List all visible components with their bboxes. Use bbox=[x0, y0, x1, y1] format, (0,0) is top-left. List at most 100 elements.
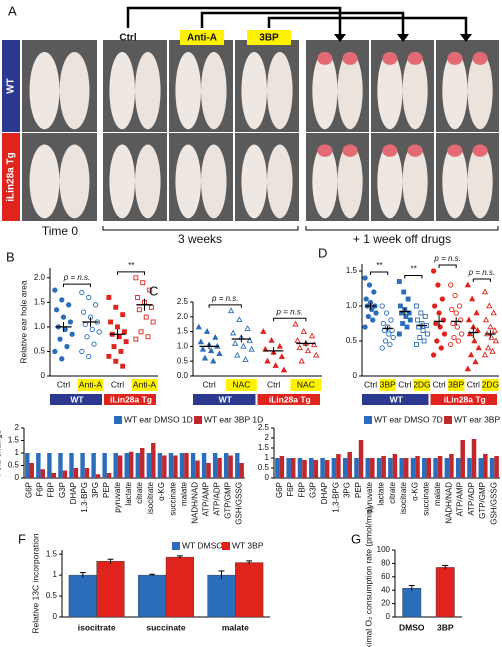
bar bbox=[190, 453, 196, 478]
y-tick-label: 1.5 bbox=[346, 266, 358, 275]
data-point bbox=[64, 343, 70, 350]
bar bbox=[239, 463, 244, 478]
y-tick-label: 1.5 bbox=[177, 327, 189, 336]
x-tick-label: isocitrate bbox=[146, 481, 155, 514]
x-tick-label: GTP/GMP bbox=[224, 482, 233, 519]
bar bbox=[336, 454, 341, 478]
panel-letter: G bbox=[351, 531, 361, 546]
bar bbox=[146, 453, 152, 478]
data-point bbox=[466, 330, 474, 337]
bar bbox=[157, 453, 163, 478]
mouse bbox=[377, 51, 403, 130]
data-point bbox=[475, 344, 482, 351]
y-tick-label: 60 bbox=[381, 572, 390, 581]
x-tick-label: Ctrl bbox=[57, 379, 70, 389]
bar bbox=[402, 587, 422, 618]
arrowhead bbox=[460, 34, 472, 42]
legend-label: WT ear DMSO 1D bbox=[124, 414, 193, 424]
bar bbox=[36, 453, 41, 478]
x-tick-label: DMSO bbox=[399, 622, 425, 632]
x-tick-label: NAC bbox=[297, 379, 315, 389]
y-tick-label: 1.0 bbox=[346, 301, 358, 310]
bar bbox=[342, 458, 348, 478]
bar bbox=[165, 556, 194, 618]
arrow bbox=[200, 11, 405, 36]
data-point bbox=[93, 302, 99, 308]
group-label: WT bbox=[390, 394, 404, 404]
x-tick-label: Ctrl bbox=[203, 379, 216, 389]
data-point bbox=[240, 342, 247, 349]
ear bbox=[342, 144, 358, 157]
bar bbox=[212, 453, 218, 478]
x-tick-label: 3BP bbox=[448, 379, 464, 389]
data-point bbox=[432, 303, 438, 309]
bar bbox=[483, 454, 488, 478]
y-tick-label: 1 bbox=[15, 448, 20, 457]
label-highlight bbox=[225, 379, 257, 391]
panel-letter: B bbox=[6, 249, 15, 264]
bar bbox=[437, 456, 443, 478]
data-point bbox=[454, 324, 460, 330]
data-point bbox=[485, 344, 492, 351]
label-highlight bbox=[247, 30, 291, 45]
y-tick-label: 1.0 bbox=[177, 342, 189, 351]
bar bbox=[410, 458, 416, 478]
data-point bbox=[113, 304, 119, 310]
x-tick-label: succinate bbox=[146, 622, 185, 632]
bar bbox=[113, 453, 118, 478]
y-tick-label: 0.5 bbox=[8, 461, 20, 470]
legend-swatch bbox=[172, 542, 180, 550]
data-point bbox=[387, 341, 393, 348]
x-tick-label: G6P bbox=[25, 482, 34, 498]
data-point bbox=[268, 336, 275, 343]
bar bbox=[478, 458, 484, 478]
y-axis-label: Maximal O₂ consumption rate (pmol/min) bbox=[363, 506, 373, 647]
data-point bbox=[203, 328, 211, 334]
y-axis-label: Fold change bbox=[0, 429, 2, 476]
data-point bbox=[229, 329, 237, 336]
mouse bbox=[175, 51, 201, 130]
bar bbox=[62, 470, 68, 478]
mouse bbox=[402, 144, 428, 219]
y-tick-label: 2.5 bbox=[177, 297, 189, 306]
data-point bbox=[120, 312, 126, 318]
bar bbox=[124, 453, 129, 478]
bar bbox=[235, 453, 240, 478]
bar bbox=[286, 458, 291, 478]
x-tick-label: isocitrate bbox=[78, 622, 116, 632]
data-point bbox=[464, 281, 471, 288]
data-point bbox=[489, 347, 496, 354]
data-point bbox=[304, 347, 312, 354]
x-tick-label: 3BP bbox=[380, 379, 396, 389]
column-label: Ctrl bbox=[119, 33, 136, 44]
bracket bbox=[472, 278, 491, 282]
data-point bbox=[441, 331, 448, 337]
x-tick-label: 3PG bbox=[343, 482, 352, 498]
annotation: p = n.s. bbox=[276, 307, 303, 316]
data-point bbox=[455, 338, 462, 344]
data-point bbox=[201, 354, 209, 361]
data-point bbox=[379, 345, 385, 351]
ear bbox=[342, 51, 358, 65]
y-tick-label: 100 bbox=[377, 545, 391, 554]
x-tick-label: Ctrl bbox=[432, 379, 445, 389]
data-point bbox=[453, 310, 459, 316]
x-tick-label: FBP bbox=[47, 482, 56, 498]
data-point bbox=[456, 303, 463, 309]
bar bbox=[25, 453, 30, 478]
column-label: Anti-A bbox=[187, 33, 217, 44]
data-point bbox=[363, 296, 369, 302]
bracket bbox=[438, 264, 457, 268]
bar bbox=[376, 458, 382, 478]
x-tick-label: 1,3-BPG bbox=[331, 482, 340, 513]
data-point bbox=[421, 338, 427, 344]
data-point bbox=[140, 280, 146, 286]
data-point bbox=[121, 329, 127, 335]
data-point bbox=[133, 336, 139, 342]
data-point bbox=[136, 307, 142, 313]
x-tick-label: G3P bbox=[58, 482, 67, 498]
data-point bbox=[120, 363, 126, 369]
x-tick-label: ATP/ADP bbox=[467, 482, 476, 516]
data-point bbox=[89, 326, 95, 333]
time-label: + 1 week off drugs bbox=[353, 232, 451, 246]
